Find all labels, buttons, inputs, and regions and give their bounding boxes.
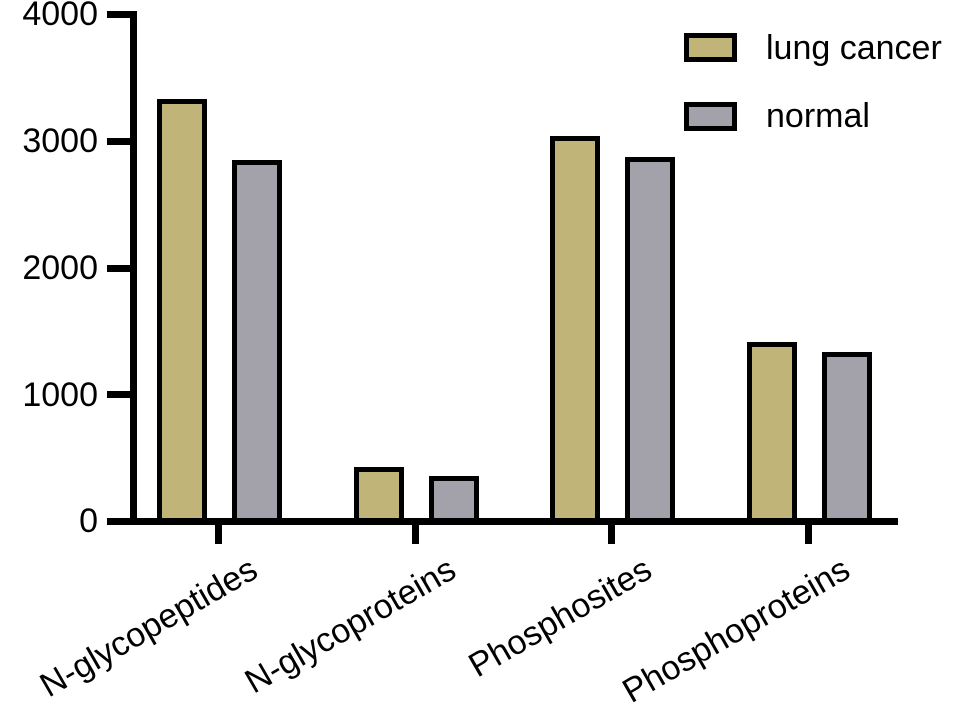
legend-swatch-lung-cancer bbox=[684, 33, 737, 62]
y-tick-mark-2000 bbox=[107, 264, 137, 272]
x-category-label-n-glycoproteins: N-glycoproteins bbox=[238, 550, 462, 702]
x-tick-mark-n-glycopeptides bbox=[214, 518, 222, 544]
y-tick-mark-0 bbox=[107, 518, 137, 525]
x-tick-mark-phosphosites bbox=[607, 518, 615, 544]
bar-normal-n-glycoproteins bbox=[429, 476, 479, 525]
bar-normal-n-glycopeptides bbox=[232, 160, 282, 525]
bar-normal-phosphosites bbox=[625, 157, 675, 525]
x-tick-mark-phosphoproteins bbox=[804, 518, 812, 544]
bar-lung-cancer-phosphoproteins bbox=[747, 342, 797, 525]
y-tick-mark-3000 bbox=[107, 137, 137, 145]
y-tick-label-0: 0 bbox=[79, 502, 98, 540]
bar-lung-cancer-n-glycoproteins bbox=[354, 467, 404, 525]
x-category-label-phosphosites: Phosphosites bbox=[462, 550, 658, 685]
x-axis bbox=[128, 518, 898, 525]
y-tick-label-3000: 3000 bbox=[22, 122, 98, 160]
y-tick-mark-4000 bbox=[107, 11, 137, 18]
y-tick-label-2000: 2000 bbox=[22, 249, 98, 287]
x-tick-mark-n-glycoproteins bbox=[411, 518, 419, 544]
y-tick-label-4000: 4000 bbox=[22, 0, 98, 33]
legend-label-normal: normal bbox=[766, 97, 870, 135]
x-category-label-n-glycopeptides: N-glycopeptides bbox=[33, 550, 265, 705]
bar-lung-cancer-n-glycopeptides bbox=[157, 99, 207, 525]
bar-lung-cancer-phosphosites bbox=[550, 136, 600, 525]
legend-label-lung-cancer: lung cancer bbox=[766, 29, 942, 67]
legend-swatch-normal bbox=[684, 102, 737, 131]
y-tick-label-1000: 1000 bbox=[22, 376, 98, 414]
y-tick-mark-1000 bbox=[107, 391, 137, 399]
bar-normal-phosphoproteins bbox=[822, 352, 872, 525]
